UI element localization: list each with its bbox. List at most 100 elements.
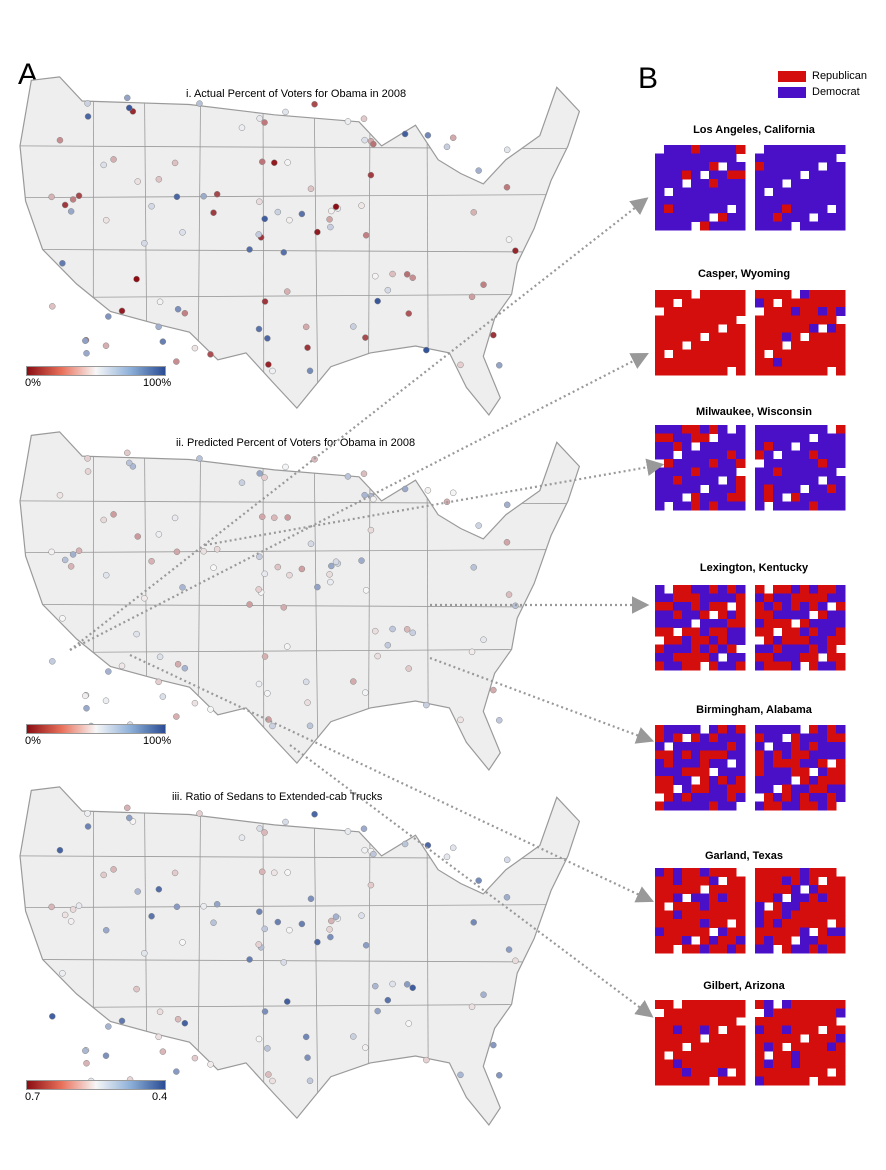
tract [782, 358, 792, 367]
tract [673, 733, 683, 743]
city-dot [256, 908, 263, 915]
tract [800, 501, 810, 511]
tract [691, 733, 701, 743]
tract [836, 442, 846, 451]
tract [755, 725, 765, 734]
tract [773, 776, 783, 785]
tract [818, 1008, 828, 1018]
tract [700, 467, 710, 477]
tract [827, 750, 837, 760]
city-dot [134, 888, 141, 895]
city-dot [61, 911, 69, 919]
tract [691, 501, 701, 511]
tract [700, 627, 710, 637]
tract [755, 919, 765, 928]
tract [682, 885, 692, 894]
tract [718, 349, 728, 359]
tract [664, 610, 674, 620]
tract [773, 767, 783, 777]
city-dot [503, 146, 511, 154]
tract [664, 459, 674, 468]
city-dot [409, 984, 416, 992]
city-dot [269, 367, 276, 375]
tract [718, 1042, 728, 1052]
tract [782, 619, 792, 628]
tract [818, 610, 828, 620]
tract [827, 1034, 837, 1043]
tract [718, 944, 728, 954]
tract [773, 725, 783, 734]
tract [791, 593, 801, 603]
tract [773, 1068, 783, 1077]
tract [800, 358, 810, 367]
tract [664, 324, 674, 333]
tract [836, 944, 846, 954]
city-dot [171, 514, 179, 522]
tract [773, 170, 783, 180]
tract [782, 290, 792, 299]
tract [700, 162, 710, 171]
tract [655, 170, 665, 180]
tract [682, 290, 692, 299]
tract [727, 1034, 737, 1043]
tract [782, 162, 792, 171]
tract [673, 1042, 683, 1052]
legend-republican-label: Republican [812, 70, 868, 82]
tract [673, 619, 683, 628]
tract [664, 602, 674, 611]
tract [809, 298, 819, 308]
tract [673, 307, 683, 316]
city-dot [110, 866, 117, 873]
tract [827, 644, 837, 654]
tract [800, 1042, 810, 1052]
tract [809, 1034, 819, 1043]
tract [682, 476, 692, 485]
tract [673, 927, 683, 937]
tract [664, 196, 674, 205]
tract [700, 187, 710, 197]
city-dot [124, 804, 131, 812]
tract [709, 196, 719, 205]
tract [673, 366, 683, 376]
city-dot [173, 358, 180, 365]
city-dot [304, 344, 311, 351]
city-dot [155, 1033, 162, 1041]
tract [773, 593, 783, 603]
city-map-6 [655, 1000, 846, 1086]
tract [655, 1076, 665, 1086]
city-dot [156, 653, 164, 661]
tract [782, 1076, 792, 1086]
tract [709, 653, 719, 662]
colorbar-sedans-min: 0.7 [25, 1091, 41, 1103]
tract [682, 653, 692, 662]
tract [655, 919, 665, 928]
tract [800, 919, 810, 928]
tract [800, 1025, 810, 1035]
city-dot [48, 548, 55, 556]
colorbar-actual [26, 366, 166, 376]
tract [791, 1059, 801, 1069]
tract [736, 187, 746, 197]
tract [809, 315, 819, 325]
city-dot [512, 247, 519, 255]
tract [773, 467, 783, 477]
tract [764, 610, 774, 620]
tract [709, 1068, 719, 1077]
tract [818, 893, 828, 903]
tract [836, 759, 846, 768]
tract [673, 196, 683, 205]
tract [755, 610, 765, 620]
city-dot [367, 526, 375, 534]
tract [782, 627, 792, 637]
city-dot [84, 455, 91, 462]
legend-democrat-label: Democrat [812, 86, 860, 98]
city-dot [327, 223, 334, 231]
city-dot [255, 941, 262, 948]
tract [655, 162, 665, 171]
tract [773, 585, 783, 594]
tract [682, 187, 692, 197]
tract [764, 784, 774, 794]
tract [773, 602, 783, 611]
tract [764, 776, 774, 785]
tract [836, 179, 846, 188]
